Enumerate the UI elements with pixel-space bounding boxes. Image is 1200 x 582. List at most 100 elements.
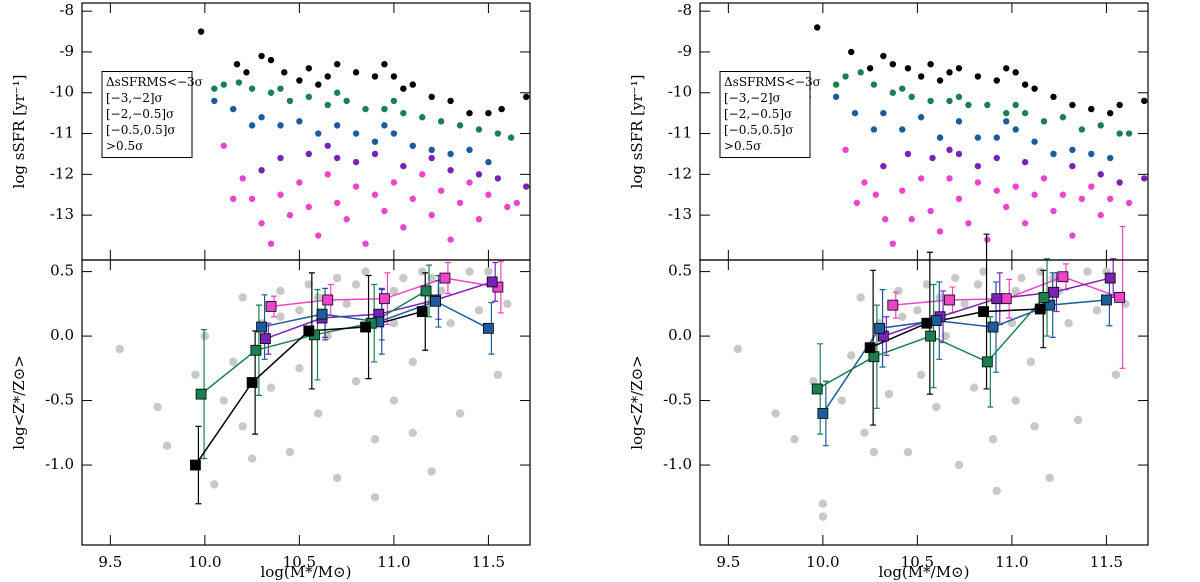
point <box>974 179 982 186</box>
background-point <box>238 422 247 431</box>
point <box>1021 220 1029 227</box>
bin-marker <box>439 272 451 284</box>
point <box>504 203 511 211</box>
point <box>466 179 473 186</box>
y-tick-label: -8 <box>677 1 692 19</box>
point <box>381 60 388 68</box>
point <box>258 52 265 60</box>
y-tick-label: -13 <box>50 205 74 223</box>
point <box>993 154 1000 162</box>
point <box>899 85 906 92</box>
background-point <box>474 306 484 315</box>
point <box>507 134 515 141</box>
background-point <box>1030 422 1039 431</box>
y-tick-label: -0.5 <box>45 391 74 409</box>
background-point <box>979 267 988 276</box>
point <box>917 73 925 80</box>
point <box>1106 154 1114 162</box>
point <box>927 207 934 215</box>
point <box>842 146 849 154</box>
point <box>277 122 284 129</box>
background-point <box>351 377 361 386</box>
bin-marker <box>316 308 328 320</box>
point <box>917 114 925 121</box>
point <box>842 73 849 80</box>
bin-marker <box>944 294 955 306</box>
background-point <box>295 306 304 315</box>
point <box>277 85 284 92</box>
legend: ΔsSFRMS<−3σ [−3,−2]σ [−2,−0.5]σ [−0.5,0.5]σ… <box>719 71 821 158</box>
point <box>851 109 859 117</box>
point <box>955 65 963 72</box>
point <box>400 162 407 170</box>
y-axis-label: log sSFR [yr⁻¹] <box>10 75 28 189</box>
point <box>1050 93 1057 101</box>
bin-marker <box>925 330 937 342</box>
bin-marker <box>1034 303 1046 315</box>
point <box>523 93 530 101</box>
point <box>239 175 246 182</box>
background-point <box>153 402 162 412</box>
point <box>390 97 398 105</box>
bin-marker <box>991 293 1003 305</box>
y-tick-label: -9 <box>677 42 692 60</box>
point <box>267 56 275 64</box>
bin-marker <box>1057 271 1069 283</box>
legend-entry: [−3,−2]σ <box>724 91 781 105</box>
point <box>258 114 265 121</box>
legend-entry: >0.5σ <box>106 139 143 153</box>
point <box>220 81 227 88</box>
background-point <box>446 318 455 328</box>
legend-box <box>719 71 811 158</box>
panel: 0.5 0.0 -0.5 -1.0 9.5 10.0 10.5 11.0 11.5 log<Z*/… <box>10 259 531 581</box>
legend-entry: ΔsSFRMS<−3σ <box>106 75 203 89</box>
point <box>1050 207 1057 215</box>
point <box>984 236 991 243</box>
point <box>485 109 492 117</box>
point <box>866 65 874 72</box>
point <box>889 89 897 96</box>
point <box>419 114 426 121</box>
point <box>889 60 897 68</box>
background-point <box>771 409 780 418</box>
point <box>286 211 294 219</box>
y-tick-label: -0.5 <box>663 391 692 409</box>
background-point <box>200 331 210 341</box>
background-point <box>389 396 399 405</box>
point <box>371 138 379 145</box>
bin-marker <box>246 377 258 388</box>
background-point <box>191 370 200 379</box>
point <box>381 105 388 113</box>
point <box>343 97 350 105</box>
background-point <box>361 267 370 276</box>
background-point <box>229 357 238 367</box>
x-axis-label: log(M*/M⊙) <box>879 563 970 581</box>
background-point <box>493 370 503 379</box>
background-point <box>370 435 380 444</box>
point <box>880 109 887 117</box>
point <box>1097 171 1104 178</box>
bin-marker <box>817 408 829 419</box>
point <box>1116 101 1123 109</box>
x-axis-label: log(M*/M⊙) <box>261 563 352 581</box>
y-tick-label: -11 <box>50 124 74 142</box>
point <box>428 211 435 219</box>
point <box>248 122 256 129</box>
background-point <box>922 280 932 289</box>
frame <box>699 259 1149 546</box>
point <box>315 232 322 239</box>
point <box>211 85 218 92</box>
point <box>1021 158 1029 166</box>
point <box>305 93 313 101</box>
x-tick-label: 10.5 <box>283 553 316 571</box>
background-point <box>503 299 512 309</box>
background-point <box>276 286 285 296</box>
point <box>475 126 483 133</box>
point <box>233 60 241 68</box>
point <box>466 109 473 117</box>
background-point <box>210 480 219 489</box>
point <box>362 105 369 113</box>
point <box>1021 81 1029 88</box>
point <box>409 81 417 88</box>
point <box>927 60 934 68</box>
